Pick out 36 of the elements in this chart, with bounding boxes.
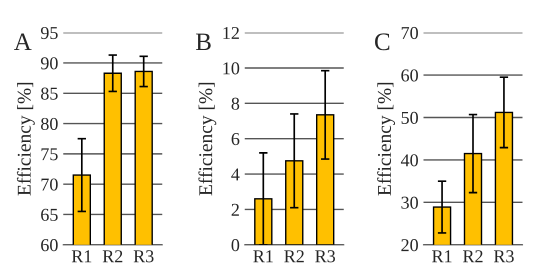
y-tick-label: 95 <box>40 26 58 40</box>
chart-title: C <box>375 33 390 50</box>
x-tick-label: R1 <box>253 250 273 262</box>
chart-title: A <box>14 33 32 50</box>
y-tick-label: 80 <box>41 118 58 130</box>
y-axis-title: Efficiency [%] <box>198 82 216 196</box>
chart-title: B <box>196 34 211 50</box>
y-tick-label: 50 <box>402 112 418 124</box>
y-tick-label: 90 <box>40 57 58 70</box>
y-tick-label: 8 <box>232 98 240 110</box>
y-tick-label: 70 <box>42 178 58 191</box>
y-axis-title: Efficiency [%] <box>16 82 35 196</box>
x-tick-label: R1 <box>72 250 92 262</box>
y-tick-label: 6 <box>232 133 240 146</box>
y-tick-label: 60 <box>41 239 58 252</box>
y-tick-label: 4 <box>231 168 240 180</box>
x-tick-label: R1 <box>432 250 452 262</box>
y-tick-label: 70 <box>402 26 418 40</box>
y-tick-label: 30 <box>401 196 418 209</box>
x-tick-label: R3 <box>134 250 154 262</box>
y-tick-label: 10 <box>223 62 240 74</box>
y-tick-label: 20 <box>401 239 418 252</box>
x-tick-label: R3 <box>494 250 514 262</box>
y-tick-label: 75 <box>42 148 58 160</box>
y-tick-label: 60 <box>401 69 418 82</box>
y-tick-label: 40 <box>400 154 418 166</box>
x-tick-label: R3 <box>315 250 336 262</box>
x-tick-label: R2 <box>284 250 304 262</box>
y-tick-label: 85 <box>41 88 58 100</box>
y-axis-title: Efficiency [%] <box>377 82 396 196</box>
x-tick-label: R2 <box>102 250 122 262</box>
y-tick-label: 0 <box>232 239 240 252</box>
y-tick-label: 12 <box>223 26 239 39</box>
y-tick-label: 2 <box>232 204 239 216</box>
x-tick-label: R2 <box>462 250 483 262</box>
y-tick-label: 65 <box>41 208 58 221</box>
